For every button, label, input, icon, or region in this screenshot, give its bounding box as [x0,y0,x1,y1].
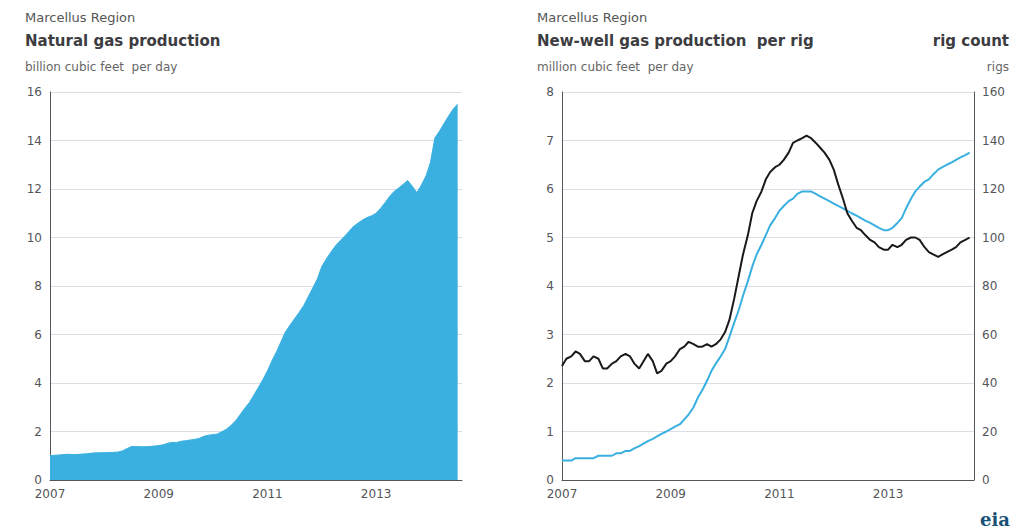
svg-text:billion cubic feet per day: billion cubic feet per day [25,60,177,74]
svg-text:Marcellus Region: Marcellus Region [537,10,647,25]
svg-text:20: 20 [982,425,997,439]
svg-text:60: 60 [982,328,997,342]
svg-text:14: 14 [27,134,42,148]
svg-text:2009: 2009 [655,487,686,501]
svg-text:rigs: rigs [987,60,1009,74]
svg-text:rig count: rig count [933,32,1009,50]
svg-text:2013: 2013 [361,487,392,501]
svg-text:80: 80 [982,279,997,293]
svg-text:100: 100 [982,231,1005,245]
svg-text:Natural gas production: Natural gas production [25,32,220,50]
svg-text:0: 0 [546,473,554,487]
svg-text:1: 1 [546,425,554,439]
svg-text:3: 3 [546,328,554,342]
svg-text:4: 4 [34,376,42,390]
svg-text:million cubic feet per day: million cubic feet per day [537,60,694,74]
svg-text:0: 0 [982,473,990,487]
svg-text:16: 16 [27,85,42,99]
svg-text:6: 6 [34,328,42,342]
svg-text:7: 7 [546,134,554,148]
svg-text:2007: 2007 [547,487,578,501]
svg-text:eia: eia [980,509,1010,530]
svg-text:120: 120 [982,182,1005,196]
svg-text:0: 0 [34,473,42,487]
svg-text:8: 8 [546,85,554,99]
svg-text:160: 160 [982,85,1005,99]
svg-text:2009: 2009 [143,487,174,501]
svg-text:2: 2 [546,376,554,390]
svg-text:6: 6 [546,182,554,196]
svg-text:10: 10 [27,231,42,245]
svg-text:New-well gas production per r: New-well gas production per rig [537,32,814,50]
svg-text:8: 8 [34,279,42,293]
svg-text:2013: 2013 [873,487,904,501]
svg-text:4: 4 [546,279,554,293]
svg-text:12: 12 [27,182,42,196]
svg-text:2007: 2007 [35,487,66,501]
svg-text:40: 40 [982,376,997,390]
svg-text:2011: 2011 [252,487,283,501]
svg-text:5: 5 [546,231,554,245]
svg-text:2011: 2011 [764,487,795,501]
svg-text:140: 140 [982,134,1005,148]
svg-text:2: 2 [34,425,42,439]
svg-text:Marcellus Region: Marcellus Region [25,10,135,25]
